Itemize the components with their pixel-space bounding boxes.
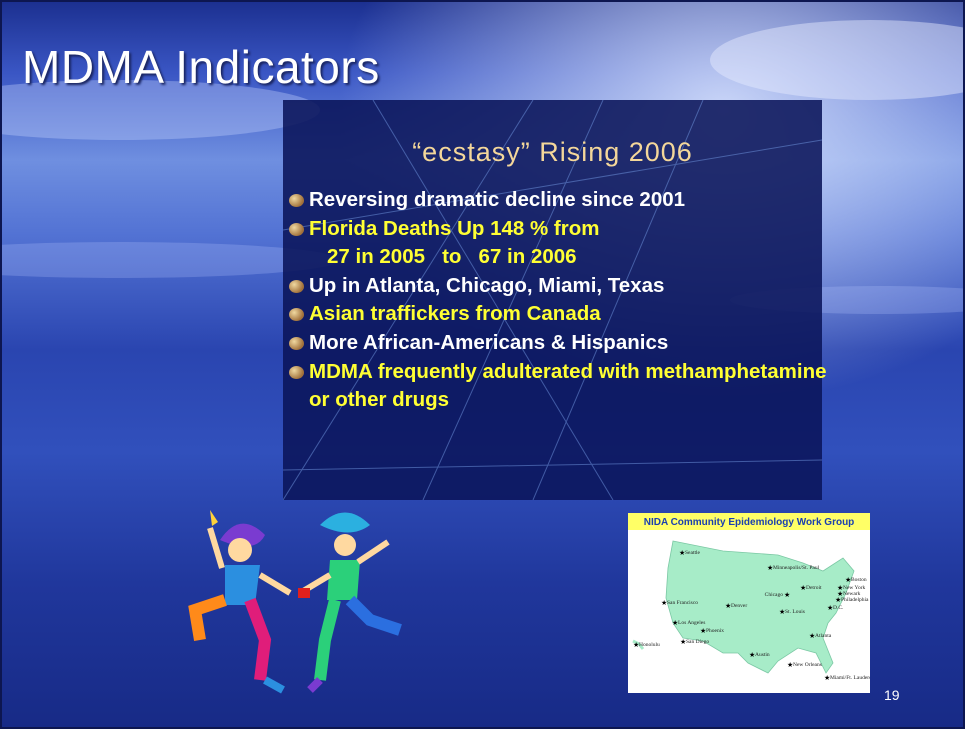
- map-title: NIDA Community Epidemiology Work Group: [644, 517, 855, 528]
- city-label: Chicago: [765, 592, 784, 598]
- city-label: Denver: [731, 603, 747, 609]
- city-marker: ★: [700, 627, 706, 635]
- hawaii: [632, 639, 645, 650]
- page-number: 19: [884, 687, 900, 703]
- city-label: Boston: [851, 577, 867, 583]
- city-label: New York: [843, 585, 866, 591]
- city-marker: ★: [679, 549, 685, 557]
- city-marker: ★: [680, 638, 686, 646]
- city-marker: ★: [800, 584, 806, 592]
- city-marker: ★: [749, 651, 755, 659]
- city-label: Atlanta: [815, 633, 832, 639]
- box-lines: [282, 99, 823, 501]
- city-label: New Orleans: [793, 662, 822, 668]
- city-marker: ★: [835, 596, 841, 604]
- city-marker: ★: [767, 564, 773, 572]
- city-label: Minneapolis/St. Paul: [773, 565, 820, 571]
- bullet-list: Reversing dramatic decline since 2001 Flo…: [287, 186, 827, 415]
- city-label: Honolulu: [639, 642, 660, 648]
- city-marker: ★: [824, 674, 830, 682]
- city-label: Phoenix: [706, 628, 724, 634]
- city-marker: ★: [827, 604, 833, 612]
- bullet-item: MDMA frequently adulterated with methamp…: [287, 358, 827, 415]
- city-label: St. Louis: [785, 609, 805, 615]
- bullet-item: Florida Deaths Up 148 % from: [287, 215, 827, 244]
- bullet-item: Up in Atlanta, Chicago, Miami, Texas: [287, 272, 827, 301]
- city-marker: ★: [661, 599, 667, 607]
- city-marker: ★: [725, 602, 731, 610]
- city-marker: ★: [779, 608, 785, 616]
- bullet-item: Asian traffickers from Canada: [287, 300, 827, 329]
- city-label: Austin: [755, 652, 770, 658]
- city-label: Newark: [843, 591, 861, 597]
- city-marker: ★: [809, 632, 815, 640]
- slide-title: MDMA Indicators: [22, 41, 380, 93]
- city-label: San Diego: [686, 639, 709, 645]
- bullet-item: Reversing dramatic decline since 2001: [287, 186, 827, 215]
- city-label: Los Angeles: [678, 620, 705, 626]
- dancers-clipart: [188, 510, 402, 694]
- box-heading: “ecstasy” Rising 2006: [412, 137, 693, 167]
- us-outline: [665, 540, 855, 674]
- map: NIDA Community Epidemiology Work Group ★…: [628, 513, 879, 682]
- city-marker: ★: [837, 590, 843, 598]
- city-marker: ★: [672, 619, 678, 627]
- map-image: NIDA Community Epidemiology Work Group ★…: [628, 513, 879, 693]
- city-marker: ★: [787, 661, 793, 669]
- city-marker: ★: [845, 576, 851, 584]
- city-label: Seattle: [685, 550, 701, 556]
- city-label: D.C.: [833, 605, 844, 611]
- content-box: [282, 99, 823, 501]
- city-marker: ★: [784, 591, 790, 599]
- map-title-bar: [628, 513, 870, 530]
- city-marker: ★: [633, 641, 639, 649]
- city-label: San Francisco: [667, 600, 698, 606]
- bullet-item: 27 in 2005 to 67 in 2006: [327, 245, 577, 269]
- city-label: Miami/Ft. Lauderdale: [830, 675, 870, 681]
- city-marker: ★: [837, 584, 843, 592]
- bullet-item: More African-Americans & Hispanics: [287, 329, 827, 358]
- city-label: Philadelphia: [841, 597, 869, 603]
- city-label: Detroit: [806, 585, 822, 591]
